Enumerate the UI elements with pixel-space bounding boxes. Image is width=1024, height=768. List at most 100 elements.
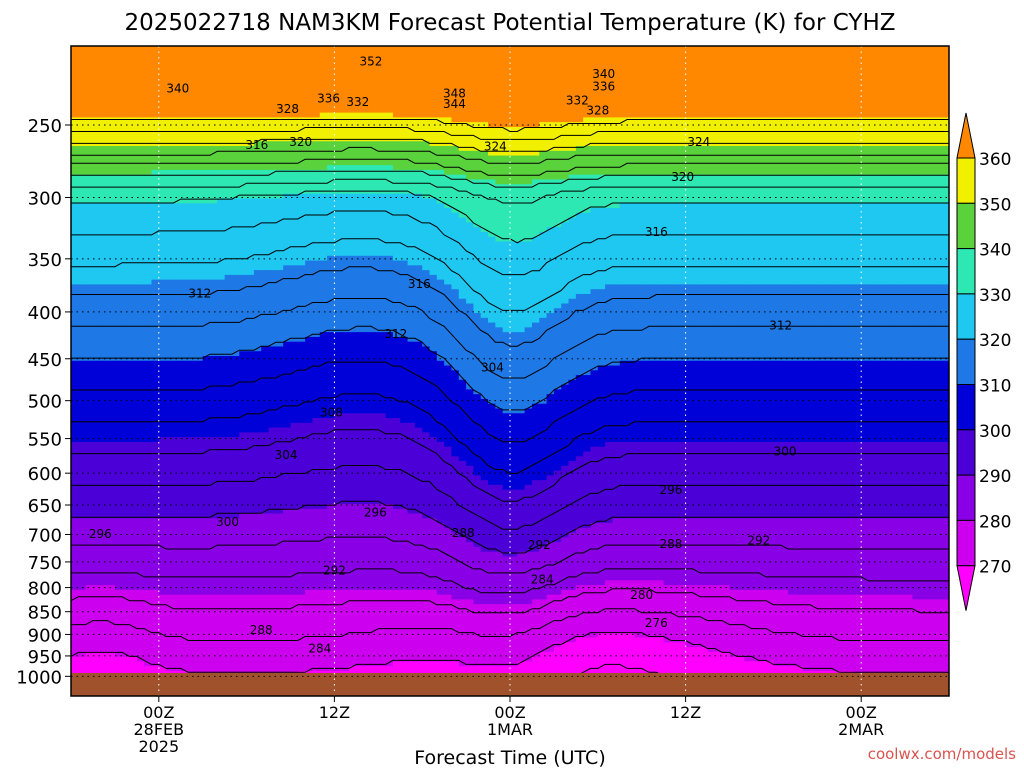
- field-cell: [239, 537, 248, 543]
- field-cell: [144, 351, 153, 357]
- field-cell: [202, 55, 211, 61]
- field-cell: [290, 255, 299, 262]
- field-cell: [78, 441, 87, 448]
- field-cell: [297, 513, 306, 519]
- field-cell: [231, 628, 240, 634]
- field-cell: [151, 55, 160, 61]
- field-cell: [319, 532, 328, 538]
- field-cell: [195, 370, 204, 376]
- field-cell: [114, 523, 123, 529]
- field-cell: [173, 594, 182, 600]
- field-cell: [253, 74, 262, 80]
- field-cell: [275, 146, 284, 152]
- field-cell: [92, 165, 101, 171]
- field-cell: [144, 370, 153, 376]
- field-cell: [195, 74, 204, 80]
- field-cell: [78, 623, 87, 629]
- field-cell: [275, 179, 284, 185]
- field-cell: [114, 174, 123, 181]
- field-cell: [246, 88, 255, 95]
- field-cell: [327, 513, 335, 519]
- field-cell: [283, 475, 292, 481]
- field-cell: [261, 499, 270, 505]
- field-cell: [78, 188, 87, 195]
- field-cell: [71, 88, 79, 95]
- field-cell: [151, 470, 160, 476]
- field-cell: [217, 88, 226, 95]
- field-cell: [151, 332, 160, 338]
- field-cell: [297, 518, 306, 524]
- field-cell: [188, 203, 196, 209]
- field-cell: [239, 188, 248, 195]
- field-cell: [283, 122, 292, 128]
- field-cell: [166, 289, 175, 295]
- field-cell: [312, 513, 321, 519]
- field-cell: [202, 74, 211, 80]
- field-cell: [275, 532, 284, 538]
- field-cell: [224, 398, 233, 405]
- field-cell: [136, 351, 145, 357]
- field-cell: [180, 332, 189, 338]
- field-cell: [114, 604, 123, 610]
- field-cell: [85, 222, 94, 228]
- field-cell: [341, 131, 350, 138]
- field-cell: [71, 50, 79, 56]
- field-cell: [114, 546, 123, 553]
- field-cell: [253, 236, 262, 243]
- field-cell: [239, 422, 248, 429]
- field-cell: [158, 141, 167, 147]
- field-cell: [297, 360, 306, 367]
- field-cell: [180, 251, 189, 257]
- field-cell: [85, 551, 94, 558]
- field-cell: [305, 384, 314, 391]
- field-cell: [217, 303, 226, 309]
- field-cell: [78, 88, 87, 95]
- field-cell: [144, 74, 153, 80]
- field-cell: [217, 518, 226, 524]
- field-cell: [85, 589, 94, 596]
- field-cell: [166, 618, 175, 624]
- field-cell: [85, 274, 94, 281]
- field-cell: [275, 575, 284, 581]
- field-cell: [297, 55, 306, 61]
- field-cell: [136, 484, 145, 491]
- field-cell: [202, 494, 211, 500]
- field-cell: [312, 146, 321, 152]
- field-cell: [217, 136, 226, 142]
- field-cell: [188, 64, 196, 71]
- field-cell: [210, 470, 218, 476]
- field-cell: [202, 217, 211, 223]
- field-cell: [71, 518, 79, 524]
- field-cell: [268, 246, 277, 252]
- field-cell: [305, 637, 314, 643]
- field-cell: [166, 523, 175, 529]
- field-cell: [268, 293, 277, 300]
- field-cell: [231, 623, 240, 629]
- field-cell: [158, 193, 167, 200]
- field-cell: [78, 604, 87, 610]
- field-cell: [305, 236, 314, 243]
- field-cell: [100, 317, 109, 324]
- field-cell: [180, 255, 189, 262]
- field-cell: [297, 408, 306, 414]
- field-cell: [158, 79, 167, 85]
- field-cell: [312, 188, 321, 195]
- field-cell: [319, 628, 328, 634]
- field-cell: [319, 527, 328, 534]
- field-cell: [327, 336, 335, 343]
- field-cell: [92, 403, 101, 410]
- field-cell: [246, 241, 255, 247]
- field-cell: [246, 427, 255, 433]
- field-cell: [85, 375, 94, 381]
- field-cell: [246, 231, 255, 238]
- field-cell: [341, 360, 350, 367]
- field-cell: [92, 236, 101, 243]
- field-cell: [246, 79, 255, 85]
- field-cell: [275, 413, 284, 419]
- field-cell: [136, 74, 145, 80]
- field-cell: [217, 356, 226, 362]
- field-cell: [188, 298, 196, 305]
- field-cell: [312, 594, 321, 600]
- field-cell: [231, 336, 240, 343]
- field-cell: [224, 465, 233, 472]
